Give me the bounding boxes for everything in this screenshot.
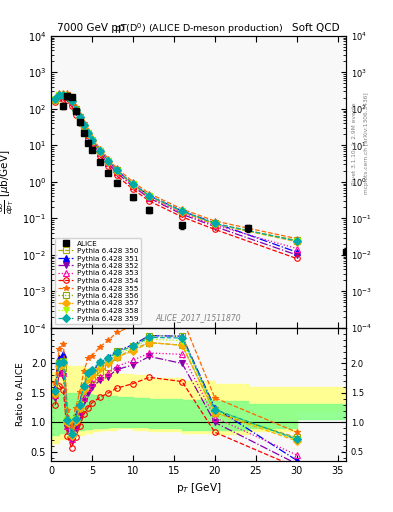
Y-axis label: Ratio to ALICE: Ratio to ALICE <box>16 362 25 426</box>
Y-axis label: $\frac{d\sigma}{dp_T}$ [$\mu$b/GeV]: $\frac{d\sigma}{dp_T}$ [$\mu$b/GeV] <box>0 150 17 214</box>
Text: mcplots.cern.ch [arXiv:1306.3436]: mcplots.cern.ch [arXiv:1306.3436] <box>364 93 369 194</box>
Text: 7000 GeV pp: 7000 GeV pp <box>57 23 125 33</box>
X-axis label: p$_T$ [GeV]: p$_T$ [GeV] <box>176 481 221 495</box>
Text: Soft QCD: Soft QCD <box>292 23 340 33</box>
Text: Rivet 3.1.10; ≥ 2.9M events: Rivet 3.1.10; ≥ 2.9M events <box>352 102 357 185</box>
Title: pT(D$^0$) (ALICE D-meson production): pT(D$^0$) (ALICE D-meson production) <box>114 21 283 36</box>
Text: ALICE_2017_I1511870: ALICE_2017_I1511870 <box>156 313 241 322</box>
Legend: ALICE, Pythia 6.428 350, Pythia 6.428 351, Pythia 6.428 352, Pythia 6.428 353, P: ALICE, Pythia 6.428 350, Pythia 6.428 35… <box>55 238 141 325</box>
